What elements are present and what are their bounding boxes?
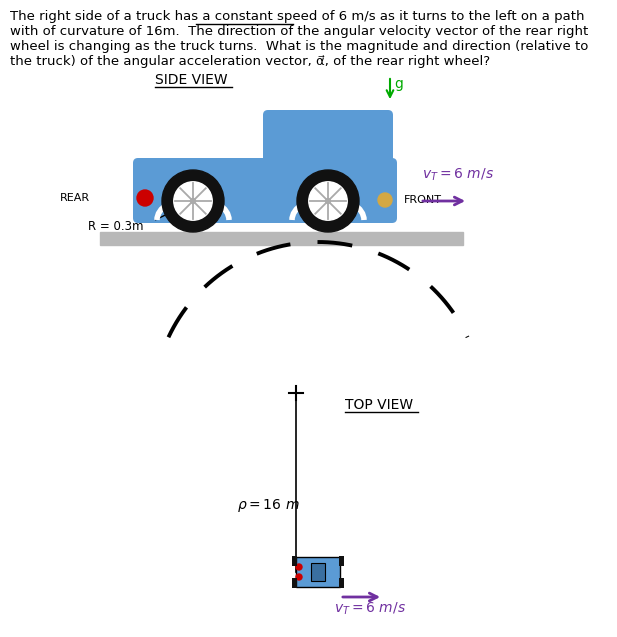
Circle shape	[137, 190, 153, 206]
Circle shape	[326, 199, 331, 203]
Text: TOP VIEW: TOP VIEW	[345, 398, 413, 412]
Text: with of curvature of 16m.  The direction of the angular velocity vector of the r: with of curvature of 16m. The direction …	[10, 25, 588, 38]
Bar	[292, 578, 297, 588]
Circle shape	[162, 170, 224, 232]
Text: The right side of a truck has a constant speed of 6 m/s as it turns to the left : The right side of a truck has a constant…	[10, 10, 584, 23]
FancyBboxPatch shape	[263, 110, 393, 173]
Text: the truck) of the angular acceleration vector, α⃗, of the rear right wheel?: the truck) of the angular acceleration v…	[10, 55, 490, 68]
Circle shape	[378, 193, 392, 207]
Bar	[311, 563, 325, 581]
Bar	[292, 556, 297, 566]
Text: REAR: REAR	[60, 193, 90, 203]
Text: wheel is changing as the truck turns.  What is the magnitude and direction (rela: wheel is changing as the truck turns. Wh…	[10, 40, 589, 53]
Text: g: g	[394, 77, 403, 91]
Bar	[339, 578, 344, 588]
Bar	[296, 557, 340, 587]
FancyBboxPatch shape	[133, 158, 397, 223]
Bar	[100, 232, 463, 245]
Text: $v_T = 6\ m/s$: $v_T = 6\ m/s$	[334, 601, 406, 617]
Text: $v_T = 6\ m/s$: $v_T = 6\ m/s$	[422, 167, 494, 183]
Text: R = 0.3m: R = 0.3m	[88, 220, 144, 234]
Circle shape	[191, 199, 196, 203]
Circle shape	[297, 170, 359, 232]
Circle shape	[296, 564, 302, 570]
Circle shape	[174, 182, 212, 220]
Text: SIDE VIEW: SIDE VIEW	[155, 73, 228, 87]
Text: $\rho = 16\ m$: $\rho = 16\ m$	[237, 497, 300, 515]
Bar	[339, 556, 344, 566]
Circle shape	[308, 182, 347, 220]
Circle shape	[296, 574, 302, 580]
Text: FRONT: FRONT	[404, 195, 442, 205]
